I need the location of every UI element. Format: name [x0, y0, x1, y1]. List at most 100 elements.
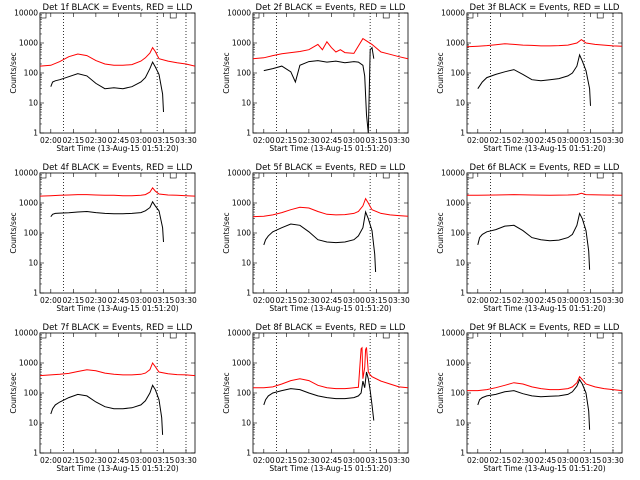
x-tick-label: 03:00 — [343, 136, 365, 145]
x-tick-label: 03:00 — [557, 456, 579, 465]
x-tick-label: 02:30 — [298, 136, 320, 145]
panel-title: Det 6f BLACK = Events, RED = LLD — [470, 163, 620, 173]
y-tick-label: 1 — [246, 129, 251, 138]
y-tick-label: 1 — [33, 289, 38, 298]
y-tick-label: 1000 — [446, 39, 465, 48]
top-marker-2 — [382, 12, 390, 19]
events-rate-line — [50, 384, 164, 435]
x-tick-label: 02:15 — [63, 296, 85, 305]
lld-rate-line — [253, 197, 408, 218]
panel-title: Det 7f BLACK = Events, RED = LLD — [43, 323, 193, 333]
y-tick-label: 1000 — [232, 359, 251, 368]
top-marker-1 — [466, 172, 474, 179]
y-tick-label: 10 — [455, 259, 465, 268]
x-tick-label: 03:30 — [388, 456, 410, 465]
y-axis-label: Counts/sec — [436, 52, 445, 93]
x-tick-label: 02:00 — [467, 296, 489, 305]
x-tick-label: 02:15 — [490, 296, 512, 305]
x-axis-label: Start Time (13-Aug-15 01:51:20) — [56, 304, 178, 313]
y-tick-label: 10000 — [14, 329, 38, 338]
x-tick-label: 03:00 — [343, 296, 365, 305]
panel-title: Det 2f BLACK = Events, RED = LLD — [256, 3, 406, 13]
top-marker-1 — [39, 332, 47, 339]
x-tick-label: 03:15 — [580, 136, 602, 145]
y-tick-label: 100 — [24, 69, 39, 78]
panel-6: Det 6f BLACK = Events, RED = LLD 1 10 100 10… — [436, 163, 624, 313]
x-tick-label: 02:30 — [85, 456, 107, 465]
x-tick-label: 02:45 — [535, 296, 557, 305]
x-tick-label: 02:15 — [490, 136, 512, 145]
lld-rate-line — [467, 375, 622, 392]
y-axis-label: Counts/sec — [436, 372, 445, 413]
x-tick-label: 02:00 — [467, 136, 489, 145]
panel-5: Det 5f BLACK = Events, RED = LLD 1 10 100 10… — [222, 163, 410, 313]
x-tick-label: 03:15 — [580, 296, 602, 305]
y-tick-label: 100 — [451, 229, 466, 238]
events-rate-line — [263, 371, 375, 421]
x-tick-label: 02:45 — [535, 136, 557, 145]
y-tick-label: 10 — [455, 99, 465, 108]
events-rate-line — [477, 378, 591, 430]
x-tick-label: 02:30 — [512, 136, 534, 145]
x-tick-label: 02:45 — [108, 296, 130, 305]
x-tick-label: 02:45 — [108, 456, 130, 465]
y-tick-label: 10000 — [227, 169, 251, 178]
panel-title: Det 4f BLACK = Events, RED = LLD — [43, 163, 193, 173]
top-marker-2 — [596, 172, 604, 179]
y-axis-label: Counts/sec — [9, 212, 18, 253]
x-tick-label: 03:00 — [130, 456, 152, 465]
y-tick-label: 100 — [451, 69, 466, 78]
panel-title: Det 5f BLACK = Events, RED = LLD — [256, 163, 406, 173]
events-rate-line — [263, 46, 375, 133]
y-tick-label: 10000 — [227, 9, 251, 18]
x-tick-label: 02:15 — [276, 136, 298, 145]
y-tick-label: 1 — [33, 449, 38, 458]
lld-rate-line — [467, 38, 622, 48]
y-tick-label: 10 — [455, 419, 465, 428]
panel-3: Det 3f BLACK = Events, RED = LLD 1 10 100 10… — [436, 3, 624, 153]
panel-1: Det 1f BLACK = Events, RED = LLD 1 10 100 10… — [9, 3, 197, 153]
top-marker-2 — [169, 12, 177, 19]
y-tick-label: 10000 — [441, 329, 465, 338]
top-marker-1 — [252, 332, 260, 339]
y-tick-label: 10000 — [14, 9, 38, 18]
y-tick-label: 1 — [33, 129, 38, 138]
y-tick-label: 1000 — [232, 39, 251, 48]
events-rate-line — [263, 210, 377, 273]
x-tick-label: 02:15 — [490, 456, 512, 465]
x-tick-label: 03:15 — [366, 136, 388, 145]
x-tick-label: 02:45 — [108, 136, 130, 145]
panel-2: Det 2f BLACK = Events, RED = LLD 1 10 100 10… — [222, 3, 410, 153]
top-marker-1 — [466, 332, 474, 339]
lld-rate-line — [40, 186, 195, 197]
x-tick-label: 03:30 — [175, 456, 197, 465]
y-tick-label: 1 — [460, 289, 465, 298]
y-tick-label: 100 — [24, 229, 39, 238]
panel-7: Det 7f BLACK = Events, RED = LLD 1 10 100 10… — [9, 323, 197, 473]
panel-4: Det 4f BLACK = Events, RED = LLD 1 10 100 10… — [9, 163, 197, 313]
y-tick-label: 1000 — [232, 199, 251, 208]
y-tick-label: 100 — [24, 389, 39, 398]
y-tick-label: 10 — [241, 419, 251, 428]
x-tick-label: 03:00 — [557, 296, 579, 305]
y-tick-label: 100 — [237, 69, 252, 78]
x-tick-label: 02:00 — [253, 296, 275, 305]
y-tick-label: 1000 — [446, 199, 465, 208]
y-axis-label: Counts/sec — [9, 372, 18, 413]
x-tick-label: 03:30 — [388, 136, 410, 145]
x-axis-label: Start Time (13-Aug-15 01:51:20) — [56, 144, 178, 153]
x-tick-label: 02:15 — [63, 136, 85, 145]
y-tick-label: 1 — [246, 449, 251, 458]
y-tick-label: 1000 — [19, 39, 38, 48]
top-marker-1 — [252, 12, 260, 19]
x-tick-label: 02:15 — [63, 456, 85, 465]
x-tick-label: 03:30 — [388, 296, 410, 305]
x-tick-label: 02:15 — [276, 456, 298, 465]
x-tick-label: 02:00 — [253, 456, 275, 465]
panel-title: Det 8f BLACK = Events, RED = LLD — [256, 323, 406, 333]
x-tick-label: 02:00 — [467, 456, 489, 465]
y-tick-label: 1000 — [19, 359, 38, 368]
y-axis-label: Counts/sec — [9, 52, 18, 93]
top-marker-1 — [39, 12, 47, 19]
x-tick-label: 02:00 — [253, 136, 275, 145]
